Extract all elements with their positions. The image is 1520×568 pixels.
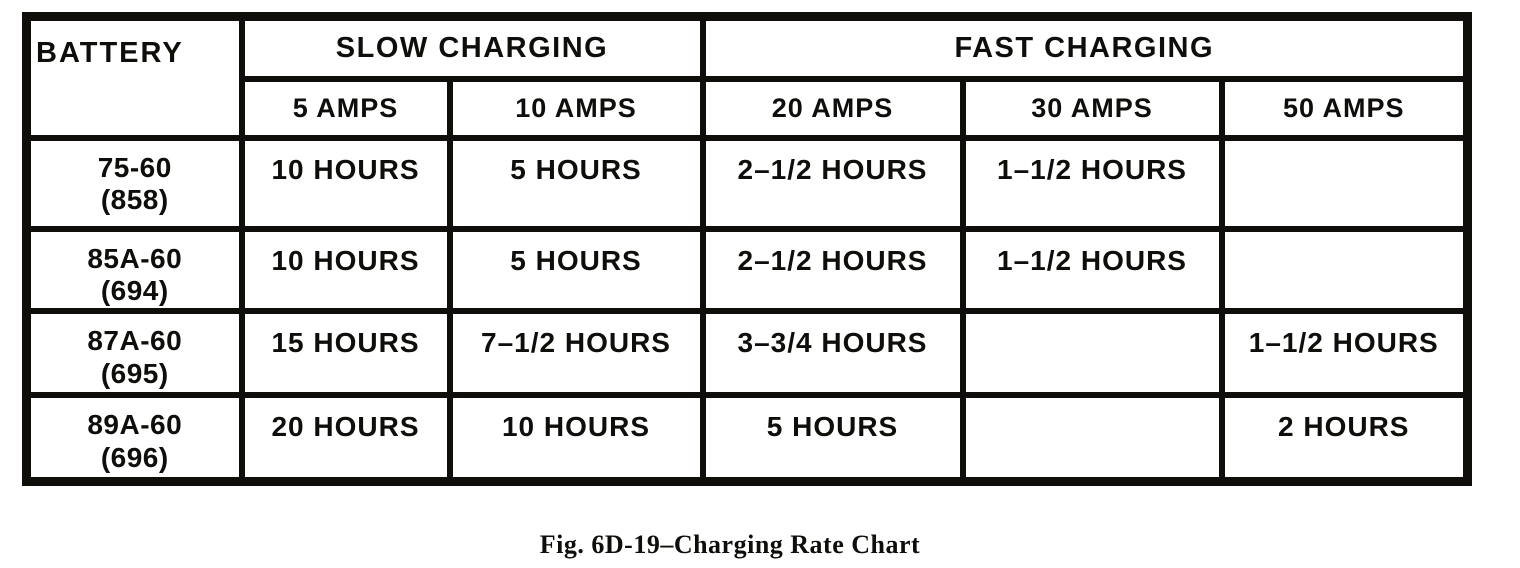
- battery-code: (696): [100, 441, 169, 473]
- slow-charging-group-header: SLOW CHARGING: [238, 13, 706, 82]
- column-header-10-amps: 10 AMPS: [446, 75, 706, 141]
- hours-cell-empty: [959, 308, 1225, 399]
- hours-cell: 5 HOURS: [446, 225, 706, 315]
- table-row: 75-60 (858) 10 HOURS 5 HOURS 2–1/2 HOURS…: [23, 134, 1471, 232]
- table-row: 87A-60 (695) 15 HOURS 7–1/2 HOURS 3–3/4 …: [23, 308, 1471, 399]
- battery-code: (695): [100, 357, 169, 389]
- figure-caption: Fig. 6D-19–Charging Rate Chart: [539, 530, 921, 559]
- battery-code: (858): [100, 183, 169, 215]
- battery-model-cell: 85A-60 (694): [23, 225, 245, 315]
- hours-cell: 1–1/2 HOURS: [1218, 308, 1471, 399]
- hours-cell: 2–1/2 HOURS: [699, 134, 966, 232]
- battery-model: 89A-60: [87, 409, 183, 441]
- hours-cell: 2 HOURS: [1218, 392, 1471, 485]
- hours-cell-empty: [1218, 225, 1471, 315]
- fast-charging-group-header: FAST CHARGING: [699, 13, 1471, 82]
- hours-cell: 3–3/4 HOURS: [699, 308, 966, 399]
- column-header-30-amps: 30 AMPS: [959, 75, 1225, 141]
- battery-model-cell: 89A-60 (696): [23, 392, 245, 485]
- column-header-50-amps: 50 AMPS: [1218, 75, 1471, 141]
- table-group-header-row: BATTERY SLOW CHARGING FAST CHARGING: [23, 13, 1471, 141]
- hours-cell: 10 HOURS: [446, 392, 706, 485]
- hours-cell-empty: [959, 392, 1225, 485]
- hours-cell: 10 HOURS: [238, 134, 453, 232]
- table-row: 85A-60 (694) 10 HOURS 5 HOURS 2–1/2 HOUR…: [23, 225, 1471, 315]
- hours-cell: 1–1/2 HOURS: [959, 225, 1225, 315]
- hours-cell: 5 HOURS: [699, 392, 966, 485]
- column-header-20-amps: 20 AMPS: [699, 75, 966, 141]
- table-amps-header-row: 5 AMPS 10 AMPS 20 AMPS 30 AMPS 50 AMPS: [27, 75, 1471, 141]
- hours-cell: 7–1/2 HOURS: [446, 308, 706, 399]
- hours-cell-empty: [1218, 134, 1471, 232]
- table-row: 89A-60 (696) 20 HOURS 10 HOURS 5 HOURS 2…: [23, 392, 1471, 485]
- battery-model-cell: 75-60 (858): [23, 134, 245, 232]
- charging-rate-table: BATTERY SLOW CHARGING FAST CHARGING 5 AM…: [22, 12, 1472, 486]
- battery-code: (694): [100, 274, 169, 306]
- hours-cell: 5 HOURS: [446, 134, 706, 232]
- hours-cell: 1–1/2 HOURS: [959, 134, 1225, 232]
- hours-cell: 15 HOURS: [238, 308, 453, 399]
- hours-cell: 10 HOURS: [238, 225, 453, 315]
- battery-column-header: BATTERY: [23, 13, 245, 141]
- battery-model: 87A-60: [87, 325, 183, 357]
- hours-cell: 20 HOURS: [238, 392, 453, 485]
- hours-cell: 2–1/2 HOURS: [699, 225, 966, 315]
- column-header-5-amps: 5 AMPS: [238, 75, 453, 141]
- battery-model: 75-60: [97, 151, 172, 183]
- battery-model-cell: 87A-60 (695): [23, 308, 245, 399]
- battery-model: 85A-60: [87, 242, 183, 274]
